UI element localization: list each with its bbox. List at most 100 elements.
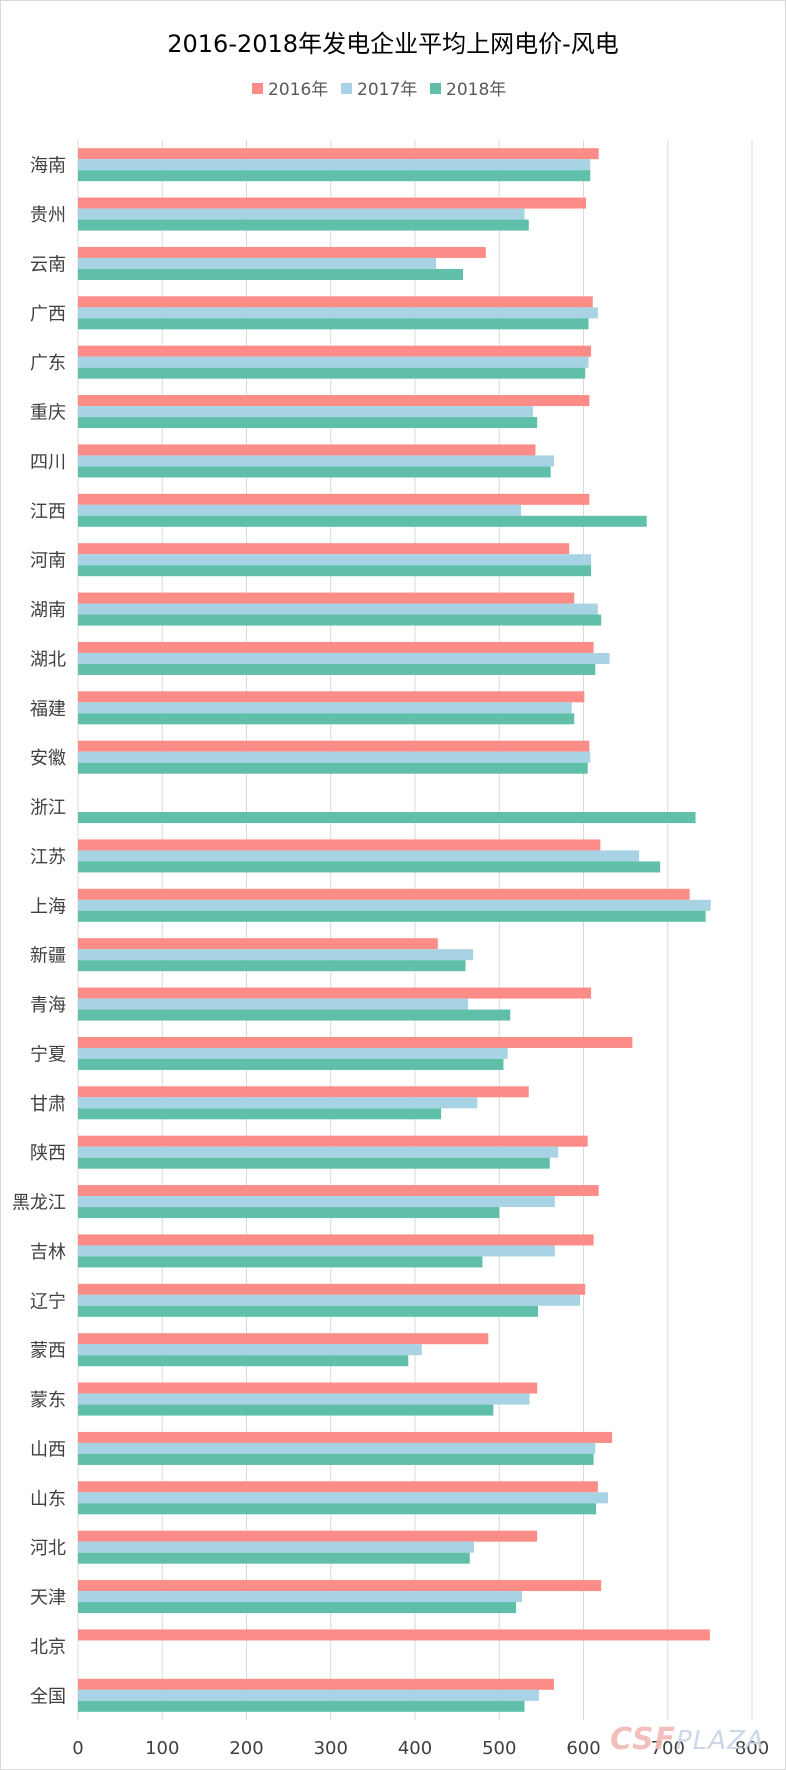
bar-2018年	[78, 960, 466, 972]
bar-2017年	[78, 1245, 555, 1257]
category-label: 四川	[30, 452, 66, 473]
chart-title: 2016-2018年发电企业平均上网电价-风电	[167, 30, 618, 58]
bar-2017年	[78, 1541, 474, 1553]
bar-2016年	[78, 740, 590, 752]
bar-2018年	[78, 1700, 525, 1712]
bar-2016年	[78, 1678, 555, 1690]
category-label: 陕西	[30, 1143, 66, 1164]
bar-2018年	[78, 614, 602, 626]
category-label: 海南	[30, 156, 66, 177]
bar-2016年	[78, 987, 592, 999]
legend-label: 2016年	[268, 80, 328, 100]
bar-2018年	[78, 417, 538, 429]
bar-2016年	[78, 938, 438, 950]
bar-2018年	[78, 1256, 483, 1268]
bar-2018年	[78, 1602, 517, 1614]
bar-2016年	[78, 1431, 613, 1443]
bar-2017年	[78, 1196, 555, 1208]
category-label: 新疆	[30, 946, 66, 967]
bar-2017年	[78, 1097, 478, 1109]
category-label: 上海	[30, 896, 66, 917]
bar-2017年	[78, 455, 555, 467]
bar-2017年	[78, 1344, 422, 1356]
x-tick-label: 700	[651, 1738, 685, 1759]
category-label: 蒙西	[30, 1341, 66, 1362]
bar-2016年	[78, 592, 575, 604]
bar-2017年	[78, 159, 591, 171]
category-label: 天津	[30, 1588, 66, 1609]
bar-2017年	[78, 554, 592, 566]
category-label: 山西	[30, 1439, 66, 1460]
bar-2018年	[78, 1453, 594, 1465]
bar-2018年	[78, 1157, 550, 1169]
bar-2017年	[78, 257, 437, 269]
x-tick-label: 300	[314, 1738, 348, 1759]
bar-2018年	[78, 762, 588, 774]
bar-2018年	[78, 1355, 409, 1367]
bar-2016年	[78, 1234, 594, 1246]
x-tick-labels: 0 100 200 300 400 500 600 700 800	[72, 1738, 769, 1759]
bar-2016年	[78, 1283, 586, 1295]
bar-2018年	[78, 466, 551, 478]
legend-swatch	[341, 83, 352, 94]
bar-2017年	[78, 751, 591, 763]
bar-2018年	[78, 812, 696, 824]
category-label: 贵州	[30, 205, 66, 226]
category-label: 江苏	[30, 847, 66, 868]
x-tick-label: 800	[735, 1738, 769, 1759]
bar-2017年	[78, 652, 610, 664]
bar-2016年	[78, 888, 690, 900]
bar-2016年	[78, 1086, 529, 1098]
category-label: 宁夏	[30, 1044, 66, 1065]
bar-2017年	[78, 850, 640, 862]
bar-2018年	[78, 1058, 504, 1070]
bar-2018年	[78, 713, 575, 725]
category-label: 蒙东	[30, 1390, 66, 1411]
bar-2017年	[78, 208, 525, 220]
bar-2018年	[78, 170, 591, 182]
legend: 2016年 2017年 2018年	[252, 80, 506, 100]
bar-2018年	[78, 1404, 494, 1416]
bar-2018年	[78, 318, 589, 330]
bar-2016年	[78, 691, 585, 703]
category-label: 安徽	[30, 748, 66, 769]
x-tick-label: 400	[398, 1738, 432, 1759]
category-labels: 海南贵州云南广西广东重庆四川江西河南湖南湖北福建安徽浙江江苏上海新疆青海宁夏甘肃…	[12, 156, 66, 1708]
bar-2016年	[78, 1185, 599, 1197]
bar-2017年	[78, 998, 469, 1010]
category-label: 江西	[30, 501, 66, 522]
x-tick-label: 100	[145, 1738, 179, 1759]
bar-2017年	[78, 1393, 530, 1405]
bar-2017年	[78, 504, 522, 516]
bar-2017年	[78, 1294, 581, 1306]
bar-2016年	[78, 1481, 598, 1493]
bar-2018年	[78, 861, 661, 873]
watermark-logo: CSFPLAZA	[610, 1722, 765, 1757]
bar-2016年	[78, 1530, 538, 1542]
bar-2018年	[78, 1305, 539, 1317]
bar-2018年	[78, 910, 706, 922]
bar-2016年	[78, 444, 536, 456]
category-label: 湖南	[30, 600, 66, 621]
bar-2018年	[78, 663, 596, 675]
category-label: 吉林	[30, 1242, 66, 1263]
bar-2017年	[78, 307, 598, 319]
category-label: 福建	[30, 699, 66, 720]
bar-2016年	[78, 1333, 489, 1345]
category-label: 甘肃	[30, 1094, 66, 1115]
bar-2017年	[78, 406, 533, 418]
bar-2018年	[78, 565, 592, 577]
bar-2018年	[78, 1009, 511, 1021]
category-label: 河南	[30, 551, 66, 572]
bar-2017年	[78, 1492, 608, 1504]
category-label: 浙江	[30, 798, 66, 819]
category-label: 青海	[30, 995, 66, 1016]
legend-swatch	[430, 83, 441, 94]
bar-2016年	[78, 395, 590, 407]
bar-2018年	[78, 268, 464, 280]
bar-2016年	[78, 1382, 538, 1394]
bar-2018年	[78, 515, 647, 527]
bar-2016年	[78, 1036, 633, 1048]
bar-2018年	[78, 1207, 500, 1219]
bar-2016年	[78, 1580, 602, 1592]
